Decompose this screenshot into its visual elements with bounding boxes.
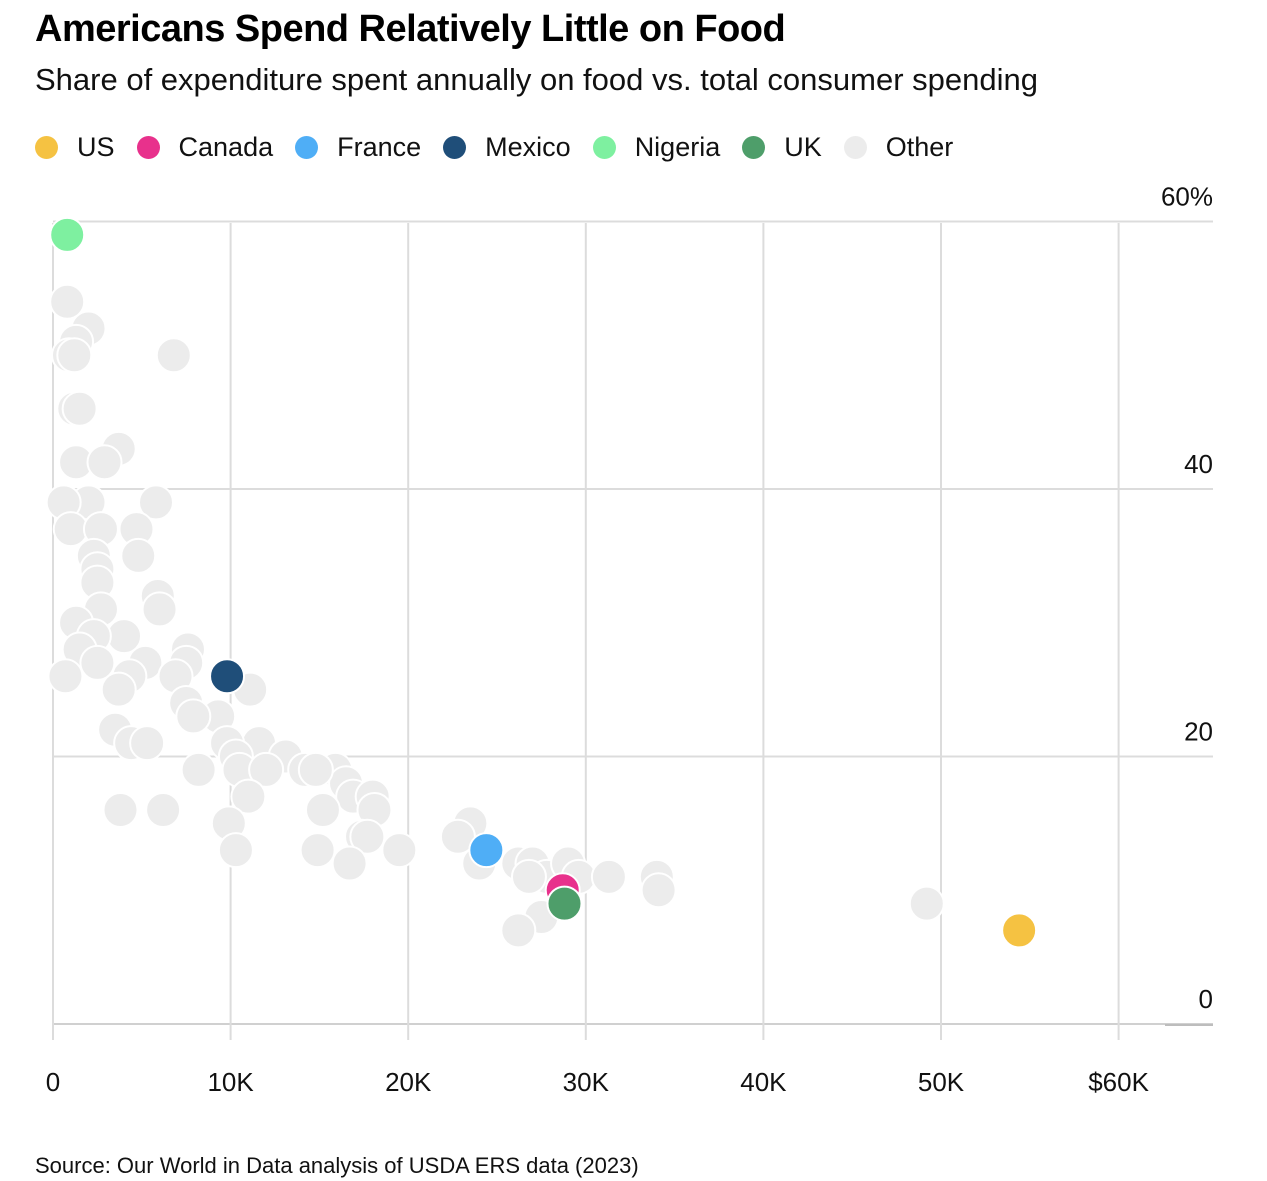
other-country-point-76 xyxy=(590,858,627,895)
x-tick-label-30000: 30K xyxy=(563,1067,610,1097)
other-country-point-59 xyxy=(304,792,341,828)
other-country-point-7 xyxy=(61,390,98,427)
other-country-point-68 xyxy=(381,832,418,869)
legend-swatch-other xyxy=(843,136,867,159)
other-country-point-58 xyxy=(145,792,182,828)
x-tick-label-0: 0 xyxy=(46,1067,60,1097)
other-country-point-0 xyxy=(49,283,86,320)
y-tick-label-0: 0 xyxy=(1199,984,1213,1014)
legend-swatch-us xyxy=(35,136,58,159)
other-country-point-82 xyxy=(908,885,945,922)
uk-point xyxy=(546,885,583,922)
y-tick-label-20: 20 xyxy=(1184,717,1213,747)
france-point xyxy=(468,832,505,869)
legend-swatch-nigeria xyxy=(592,136,616,159)
chart-title: Americans Spend Relatively Little on Foo… xyxy=(35,8,786,50)
legend-item-other: Other xyxy=(843,132,954,163)
other-country-point-10 xyxy=(86,444,123,481)
other-country-point-78 xyxy=(510,858,547,895)
legend: US Canada France Mexico Nigeria UK Other xyxy=(35,132,975,163)
legend-label-nigeria: Nigeria xyxy=(634,132,721,162)
other-country-point-54 xyxy=(230,778,267,815)
legend-label-us: US xyxy=(77,132,115,162)
legend-item-canada: Canada xyxy=(136,132,274,163)
legend-label-mexico: Mexico xyxy=(485,132,571,162)
x-tick-label-40000: 40K xyxy=(740,1067,787,1097)
x-tick-label-20000: 20K xyxy=(385,1067,432,1097)
legend-item-nigeria: Nigeria xyxy=(592,132,721,163)
other-country-point-39 xyxy=(175,698,212,735)
chart-subtitle: Share of expenditure spent annually on f… xyxy=(35,62,1038,97)
legend-label-other: Other xyxy=(885,132,954,162)
legend-swatch-france xyxy=(295,136,319,159)
legend-label-france: France xyxy=(337,132,422,162)
other-country-point-79 xyxy=(640,872,677,909)
other-country-point-23 xyxy=(141,591,178,628)
y-tick-label-40: 40 xyxy=(1184,449,1213,479)
source-note: Source: Our World in Data analysis of US… xyxy=(35,1153,639,1178)
other-country-point-65 xyxy=(299,832,336,869)
mexico-point xyxy=(209,658,246,695)
other-country-point-52 xyxy=(297,751,334,788)
x-tick-label-50000: 50K xyxy=(918,1067,965,1097)
x-tick-label-10000: 10K xyxy=(207,1067,254,1097)
y-tick-label-60: 60% xyxy=(1161,182,1213,212)
other-country-point-4 xyxy=(56,337,93,374)
legend-label-canada: Canada xyxy=(178,132,274,162)
other-country-point-35 xyxy=(100,671,137,708)
legend-swatch-canada xyxy=(136,136,160,159)
legend-item-uk: UK xyxy=(742,132,822,163)
other-country-point-51 xyxy=(248,751,285,788)
other-country-point-57 xyxy=(102,792,139,828)
other-country-point-32 xyxy=(47,658,84,695)
legend-swatch-uk xyxy=(742,136,766,159)
legend-item-us: US xyxy=(35,132,115,163)
other-country-point-69 xyxy=(331,845,368,882)
x-tick-label-60000: $60K xyxy=(1088,1067,1149,1097)
other-country-point-5 xyxy=(155,337,192,374)
legend-item-france: France xyxy=(295,132,421,163)
other-country-point-67 xyxy=(349,818,386,855)
other-country-point-19 xyxy=(120,537,157,574)
legend-label-uk: UK xyxy=(784,132,822,162)
legend-swatch-mexico xyxy=(443,136,467,159)
us-point xyxy=(1001,912,1038,949)
other-country-point-53 xyxy=(180,751,217,788)
other-country-point-12 xyxy=(138,484,175,521)
other-country-point-81 xyxy=(500,912,537,949)
other-country-point-66 xyxy=(217,832,254,869)
other-country-point-29 xyxy=(79,644,116,681)
other-country-point-14 xyxy=(52,511,89,548)
legend-item-mexico: Mexico xyxy=(443,132,571,163)
other-country-point-43 xyxy=(129,725,166,762)
nigeria-point xyxy=(49,216,86,253)
